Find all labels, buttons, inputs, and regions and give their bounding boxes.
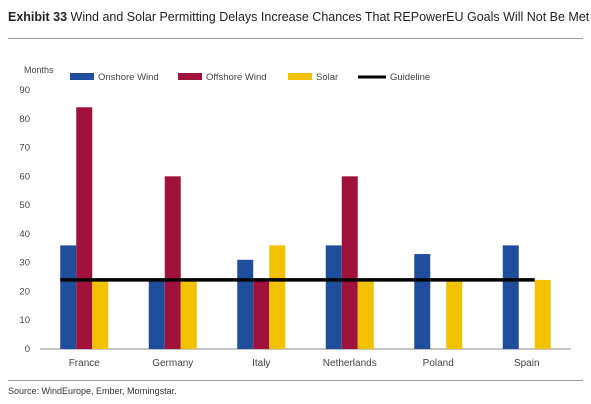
source-note: Source: WindEurope, Ember, Morningstar. xyxy=(8,386,177,396)
legend-label: Guideline xyxy=(390,72,430,83)
y-axis-label: Months xyxy=(24,65,54,75)
y-tick-label: 20 xyxy=(19,286,30,297)
bar-onshore-wind xyxy=(502,245,519,349)
y-tick-label: 10 xyxy=(19,315,30,326)
bar-onshore-wind xyxy=(60,245,77,349)
bar-offshore-wind xyxy=(76,107,93,349)
bar-onshore-wind xyxy=(325,245,342,349)
exhibit-label: Exhibit 33 xyxy=(8,10,68,24)
title-divider xyxy=(8,38,583,39)
y-tick-label: 50 xyxy=(19,200,30,211)
y-tick-label: 0 xyxy=(25,344,30,355)
footer-divider xyxy=(8,380,583,381)
bar-chart: Months 0 10 20 30 40 50 60 70 80 90 France Germany It… xyxy=(19,65,571,369)
bar-onshore-wind xyxy=(414,254,431,349)
legend-swatch-onshore-wind xyxy=(70,73,94,80)
legend-label: Onshore Wind xyxy=(98,72,159,83)
bar-onshore-wind xyxy=(237,259,254,349)
bar-onshore-wind xyxy=(148,279,165,349)
bar-offshore-wind xyxy=(164,176,181,349)
bar-solar xyxy=(269,245,286,349)
y-tick-label: 40 xyxy=(19,229,30,240)
bar-solar xyxy=(180,279,197,349)
exhibit-title: Wind and Solar Permitting Delays Increas… xyxy=(70,10,590,24)
bar-solar xyxy=(446,279,463,349)
legend-label: Offshore Wind xyxy=(206,72,267,83)
legend-swatch-offshore-wind xyxy=(178,73,202,80)
y-tick-label: 80 xyxy=(19,114,30,125)
y-tick-label: 90 xyxy=(19,85,30,96)
x-tick-label: France xyxy=(69,358,101,369)
y-tick-label: 70 xyxy=(19,143,30,154)
legend-swatch-solar xyxy=(288,73,312,80)
x-tick-label: Spain xyxy=(514,358,540,369)
chart-title: Exhibit 33 Wind and Solar Permitting Del… xyxy=(8,10,589,24)
bar-offshore-wind xyxy=(253,279,270,349)
bar-offshore-wind xyxy=(341,176,358,349)
x-tick-label: Italy xyxy=(252,358,270,369)
bar-solar xyxy=(92,279,109,349)
bar-solar xyxy=(357,279,374,349)
x-tick-label: Germany xyxy=(152,358,193,369)
x-tick-label: Poland xyxy=(423,358,454,369)
legend-label: Solar xyxy=(316,72,338,83)
y-tick-label: 30 xyxy=(19,258,30,269)
bar-solar xyxy=(534,279,551,349)
y-tick-label: 60 xyxy=(19,171,30,182)
x-tick-label: Netherlands xyxy=(323,358,377,369)
